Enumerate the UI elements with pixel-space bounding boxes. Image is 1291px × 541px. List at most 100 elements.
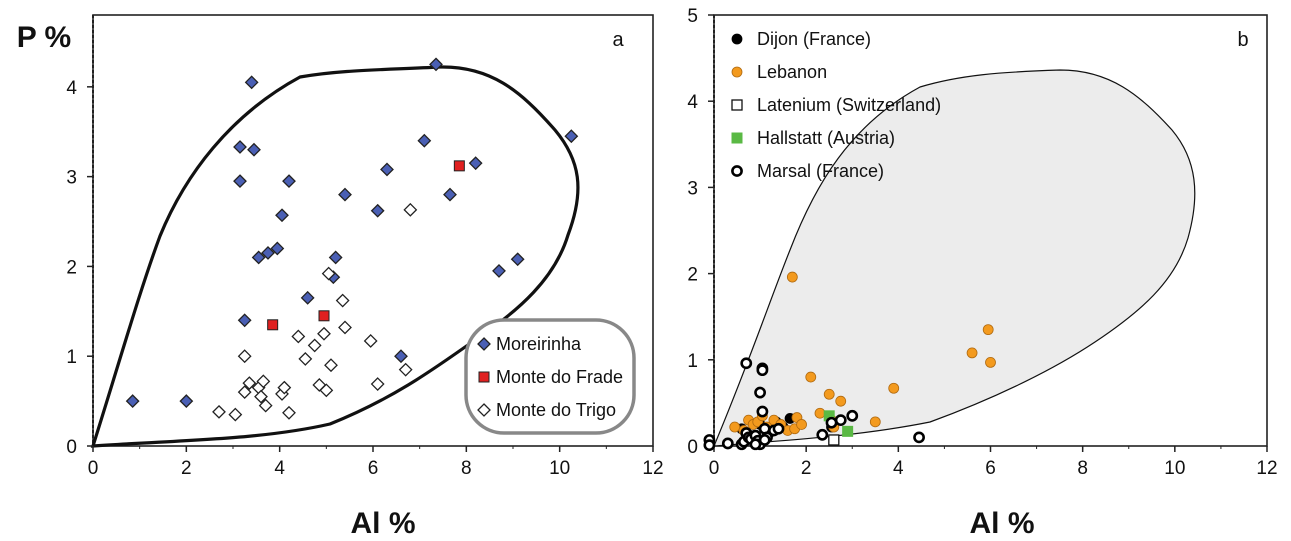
data-point <box>317 326 331 341</box>
data-point <box>125 394 140 409</box>
data-point <box>338 187 352 202</box>
data-point <box>251 250 266 265</box>
data-point <box>835 395 847 407</box>
legend-label: Dijon (France) <box>757 29 871 49</box>
data-point <box>370 203 385 218</box>
data-point <box>275 208 289 223</box>
y-tick-label: 3 <box>687 178 698 199</box>
x-tick-label: 10 <box>549 458 570 479</box>
data-point <box>247 142 261 157</box>
legend-marker <box>731 66 743 78</box>
legend-label: Latenium (Switzerland) <box>757 95 941 115</box>
data-point <box>756 405 769 418</box>
data-point <box>282 174 296 189</box>
data-point <box>179 394 194 409</box>
legend-marker <box>731 132 743 144</box>
x-tick-label: 8 <box>1077 458 1088 479</box>
data-point <box>772 422 785 435</box>
y-tick-label: 0 <box>687 437 698 458</box>
x-tick-label: 12 <box>1256 458 1277 479</box>
legend-marker <box>477 337 491 351</box>
data-point <box>721 437 734 450</box>
x-tick-label: 6 <box>985 458 996 479</box>
data-point <box>828 434 840 446</box>
x-tick-label: 12 <box>642 458 663 479</box>
legend-label: Hallstatt (Austria) <box>757 128 895 148</box>
panel-label: b <box>1237 29 1248 51</box>
data-point <box>834 414 847 427</box>
data-point <box>823 388 835 400</box>
data-point <box>888 382 900 394</box>
data-point <box>300 290 315 305</box>
data-point <box>338 320 352 335</box>
legend-label: Marsal (France) <box>757 161 884 181</box>
data-point <box>869 416 881 428</box>
series-moreirinha <box>125 57 579 409</box>
x-tick-label: 10 <box>1164 458 1185 479</box>
data-point <box>740 357 753 370</box>
data-point <box>786 271 798 283</box>
data-point <box>324 358 338 373</box>
x-tick-label: 4 <box>893 458 904 479</box>
data-point <box>228 407 243 422</box>
data-point <box>453 160 465 172</box>
y-tick-label: 0 <box>66 437 77 458</box>
data-point <box>510 252 525 267</box>
data-point <box>321 266 336 281</box>
x-tick-label: 4 <box>274 458 285 479</box>
data-point <box>417 133 432 148</box>
data-point <box>261 246 275 260</box>
x-tick-label: 2 <box>181 458 192 479</box>
data-point <box>982 324 994 336</box>
data-point <box>270 241 285 256</box>
data-point <box>754 386 766 399</box>
legend-marker <box>478 371 490 383</box>
legend-label: Monte do Trigo <box>496 400 616 420</box>
data-point <box>966 347 978 359</box>
data-point <box>564 129 579 144</box>
data-point <box>846 409 859 422</box>
data-point <box>842 425 854 437</box>
legend-box <box>464 318 636 435</box>
y-tick-label: 4 <box>687 92 698 113</box>
data-point <box>729 421 741 433</box>
panel-label: a <box>612 29 624 51</box>
data-point <box>233 140 247 154</box>
data-point <box>394 349 408 364</box>
data-point <box>816 428 829 441</box>
y-tick-label: 4 <box>66 78 77 99</box>
data-point <box>335 293 350 308</box>
data-point <box>825 416 838 429</box>
data-point <box>398 362 413 377</box>
data-point <box>277 380 292 395</box>
data-point <box>363 334 378 348</box>
data-point <box>258 398 273 413</box>
x-tick-label: 6 <box>368 458 379 479</box>
data-point <box>254 389 268 404</box>
shaded-composition-field <box>713 69 1196 447</box>
y-tick-label: 2 <box>687 265 698 286</box>
data-point <box>244 75 259 90</box>
data-point <box>985 356 996 368</box>
data-point <box>468 156 483 171</box>
series-marsal-france- <box>703 357 925 452</box>
data-point <box>233 174 247 189</box>
data-point <box>756 364 769 377</box>
data-point <box>319 383 334 398</box>
legend-marker <box>731 99 743 111</box>
data-point <box>256 374 271 389</box>
legend-label: Lebanon <box>757 62 827 82</box>
data-point <box>403 202 418 217</box>
x-axis-title: Al % <box>969 507 1034 540</box>
data-point <box>749 438 762 451</box>
composition-field-boundary <box>90 65 580 448</box>
data-point <box>318 310 330 322</box>
y-tick-label: 1 <box>687 351 698 372</box>
data-point <box>328 250 343 265</box>
data-point <box>291 329 306 344</box>
data-point <box>370 377 385 391</box>
data-point <box>380 162 394 177</box>
data-point <box>242 376 257 391</box>
data-point <box>492 263 506 278</box>
